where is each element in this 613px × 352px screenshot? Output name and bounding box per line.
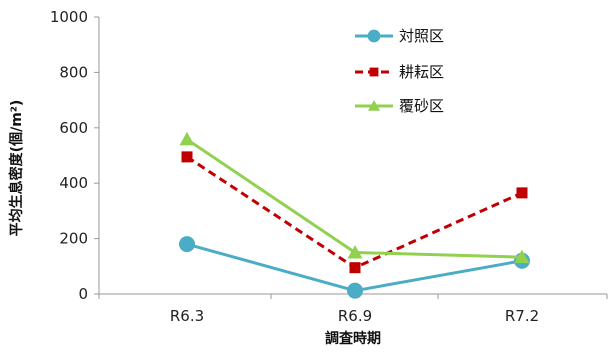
data-point	[347, 282, 363, 299]
legend-marker	[368, 100, 380, 111]
x-tick-label: R7.2	[505, 307, 539, 325]
legend-label: 耕耘区	[399, 63, 444, 81]
series-耕耘区	[181, 151, 528, 274]
data-point	[181, 151, 193, 163]
data-point	[347, 244, 363, 259]
y-ticks: 0 200 400 600 800 1000	[50, 8, 99, 303]
y-tick-label: 400	[59, 174, 88, 192]
y-axis-title: 平均生息密度(個/m²)	[8, 100, 25, 237]
series-line	[186, 138, 523, 259]
legend-marker	[369, 67, 379, 77]
y-tick-label: 600	[59, 119, 88, 137]
y-tick-label: 800	[59, 63, 88, 81]
data-point	[516, 187, 528, 199]
y-tick-label: 0	[78, 285, 88, 303]
y-tick-label: 1000	[50, 8, 88, 26]
x-ticks: R6.3 R6.9 R7.2	[98, 294, 608, 325]
x-tick-label: R6.9	[338, 307, 372, 325]
series-group	[179, 131, 530, 299]
legend-label: 対照区	[399, 27, 444, 45]
x-axis-title: 調査時期	[325, 330, 381, 347]
legend-item: 覆砂区	[355, 97, 444, 115]
legend-label: 覆砂区	[399, 97, 444, 115]
data-point	[514, 249, 530, 264]
legend-item: 耕耘区	[355, 63, 444, 81]
data-point	[179, 131, 195, 146]
data-point	[179, 236, 195, 253]
y-tick-label: 200	[59, 230, 88, 248]
series-覆砂区	[179, 131, 530, 264]
x-tick-label: R6.3	[170, 307, 204, 325]
legend-item: 対照区	[355, 27, 444, 45]
data-point	[349, 262, 361, 274]
legend-marker	[367, 29, 381, 43]
